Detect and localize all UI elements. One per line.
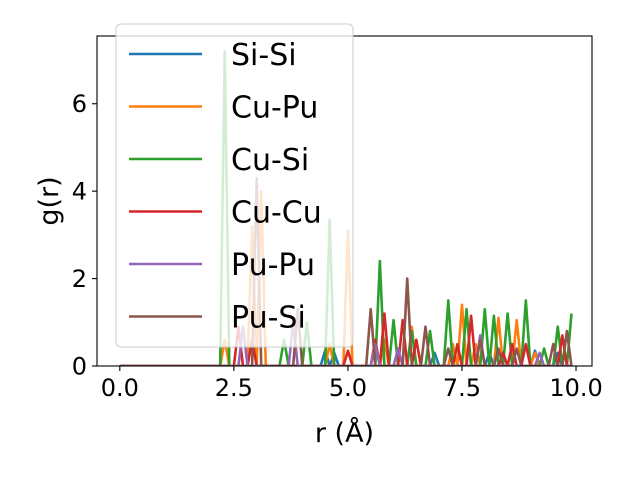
y-tick-label: 2 — [72, 265, 87, 293]
legend-label: Cu-Cu — [231, 196, 322, 231]
x-tick-label: 5.0 — [329, 374, 367, 402]
x-ticks: 0.0 2.5 5.0 7.5 10.0 — [101, 366, 603, 402]
x-tick-label: 7.5 — [443, 374, 481, 402]
x-axis-label: r (Å) — [315, 417, 374, 449]
legend: Si-Si Cu-Pu Cu-Si Cu-Cu Pu-Pu Pu-Si — [115, 23, 354, 348]
legend-box — [115, 23, 354, 348]
x-tick-label: 10.0 — [549, 374, 602, 402]
y-axis-label: g(r) — [34, 176, 65, 225]
y-ticks: 0 2 4 6 — [72, 90, 97, 381]
legend-label: Si-Si — [231, 38, 297, 73]
x-tick-label: 2.5 — [215, 374, 253, 402]
x-tick-label: 0.0 — [101, 374, 139, 402]
y-tick-label: 4 — [72, 178, 87, 206]
series-line-cu-si — [119, 49, 573, 366]
series-line-cu-cu — [119, 312, 572, 366]
y-tick-label: 6 — [72, 90, 87, 118]
legend-label: Pu-Pu — [231, 248, 315, 283]
legend-label: Cu-Si — [231, 143, 309, 178]
legend-label: Cu-Pu — [231, 91, 318, 126]
series-line-pu-si — [119, 176, 573, 366]
legend-label: Pu-Si — [231, 301, 306, 336]
y-tick-label: 0 — [72, 353, 87, 381]
